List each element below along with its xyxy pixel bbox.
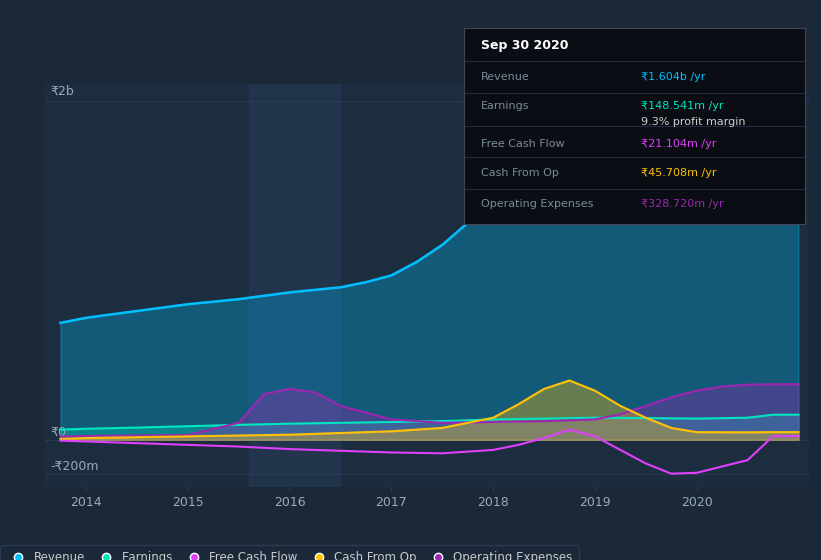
Text: Free Cash Flow: Free Cash Flow [481, 139, 565, 148]
Text: Operating Expenses: Operating Expenses [481, 199, 594, 209]
Text: Sep 30 2020: Sep 30 2020 [481, 39, 568, 52]
Text: 9.3% profit margin: 9.3% profit margin [641, 117, 745, 127]
Text: Cash From Op: Cash From Op [481, 168, 559, 178]
Text: ₹148.541m /yr: ₹148.541m /yr [641, 101, 723, 111]
Text: ₹328.720m /yr: ₹328.720m /yr [641, 199, 723, 209]
Text: ₹1.604b /yr: ₹1.604b /yr [641, 72, 705, 82]
Text: ₹0: ₹0 [50, 426, 67, 439]
Text: Earnings: Earnings [481, 101, 530, 111]
Text: Revenue: Revenue [481, 72, 530, 82]
Text: ₹2b: ₹2b [50, 85, 74, 97]
Legend: Revenue, Earnings, Free Cash Flow, Cash From Op, Operating Expenses: Revenue, Earnings, Free Cash Flow, Cash … [0, 545, 579, 560]
Text: ₹21.104m /yr: ₹21.104m /yr [641, 139, 717, 148]
Bar [249, 84, 341, 487]
Text: -₹200m: -₹200m [50, 460, 99, 473]
Text: ₹45.708m /yr: ₹45.708m /yr [641, 168, 717, 178]
